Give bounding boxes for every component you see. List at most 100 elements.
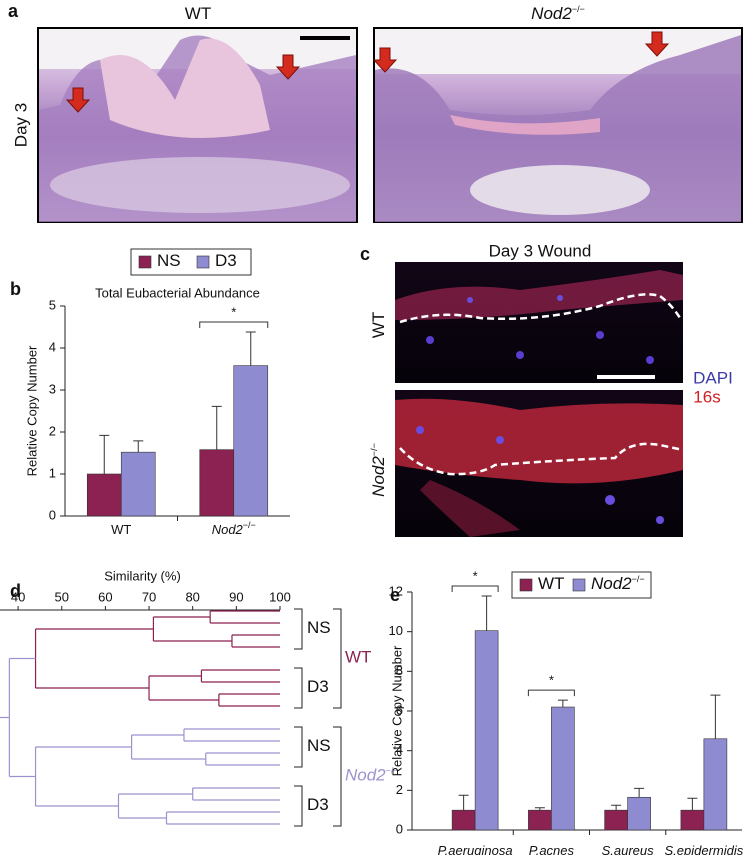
- histology-nod2: [372, 27, 743, 223]
- panel-label: c: [360, 244, 370, 264]
- significance-bracket: [199, 321, 269, 329]
- error-bar: [557, 699, 568, 708]
- legend-label: NS: [157, 251, 181, 270]
- bar: [551, 706, 575, 831]
- y-tick-label: 6: [396, 702, 403, 717]
- error-bar: [611, 804, 622, 811]
- group-label: WT: [345, 648, 371, 667]
- legend-box: [511, 571, 652, 599]
- x-tick-label: 100: [269, 589, 291, 604]
- error-bar: [245, 331, 256, 366]
- error-bar: [458, 794, 469, 811]
- panel-label: b: [10, 279, 21, 299]
- y-tick-label: 10: [389, 623, 403, 638]
- legend-label: WT: [538, 574, 564, 593]
- y-axis-label: Relative Copy Number: [389, 645, 404, 776]
- error-bar: [687, 797, 698, 811]
- legend-swatch: [572, 578, 586, 592]
- subgroup-label-text: D3: [307, 795, 329, 814]
- y-axis-label: Relative Copy Number: [24, 345, 39, 476]
- row-label: Nod2−/−: [369, 443, 388, 497]
- legend-label-text: D3: [215, 251, 237, 270]
- x-tick-label-text: S.epidermidis: [664, 843, 743, 855]
- x-axis-label: Similarity (%): [104, 568, 181, 583]
- x-tick-label: 70: [142, 589, 156, 604]
- y-tick-label: 1: [49, 465, 56, 480]
- y-tick-label: 0: [396, 821, 403, 836]
- bar: [474, 630, 499, 831]
- subgroup-label-text: D3: [307, 677, 329, 696]
- legend-label-sup: −/−: [632, 574, 645, 584]
- x-tick-label: S.epidermidis: [664, 843, 743, 855]
- x-tick-label: 80: [185, 589, 199, 604]
- row-label: WT: [369, 312, 388, 338]
- stain-label: 16s: [693, 387, 720, 406]
- error-bar: [133, 440, 144, 453]
- bar: [451, 809, 476, 831]
- group-label-text: Nod2: [345, 766, 386, 785]
- y-tick-label: 8: [396, 663, 403, 678]
- legend-label-text: Nod2: [591, 574, 632, 593]
- x-tick-label: P.aeruginosa: [438, 843, 513, 855]
- bar: [680, 809, 705, 831]
- bar: [120, 451, 156, 517]
- legend-swatch: [196, 255, 210, 269]
- legend-swatch: [138, 255, 152, 269]
- x-tick-label-text: P.acnes: [529, 843, 575, 855]
- row-label: Day 3: [11, 103, 30, 147]
- error-bar: [634, 787, 645, 798]
- significance-bracket: [451, 585, 499, 592]
- subgroup-bracket: [294, 726, 303, 768]
- y-tick-label: 4: [49, 339, 56, 354]
- error-bar: [534, 807, 545, 811]
- bar: [233, 365, 269, 517]
- subgroup-label-text: NS: [307, 618, 331, 637]
- error-bar: [99, 434, 110, 474]
- y-tick-label: 4: [396, 742, 403, 757]
- x-tick-label: WT: [111, 522, 131, 537]
- legend-label: Nod2−/−: [591, 574, 645, 593]
- error-bar: [481, 595, 492, 631]
- legend-label-text: NS: [157, 251, 181, 270]
- bar: [703, 738, 728, 831]
- legend-label-text: WT: [538, 574, 564, 593]
- fluorescence-wt: [395, 262, 683, 383]
- y-tick-label: 12: [389, 583, 403, 598]
- subgroup-label: NS: [307, 736, 331, 755]
- bar: [627, 796, 651, 831]
- bar: [528, 809, 552, 831]
- subgroup-label-text: NS: [307, 736, 331, 755]
- subgroup-bracket: [294, 785, 303, 827]
- subgroup-bracket: [294, 608, 303, 650]
- significance-label: *: [473, 568, 478, 583]
- group-label: Nod2−/−: [345, 766, 399, 785]
- subgroup-label: NS: [307, 618, 331, 637]
- x-tick-label: P.acnes: [529, 843, 575, 855]
- row-label-text: Nod2: [369, 456, 388, 497]
- fluorescence-nod2: [395, 390, 684, 537]
- x-tick-label: 40: [11, 589, 25, 604]
- x-tick-label: 90: [229, 589, 243, 604]
- subgroup-label: D3: [307, 677, 329, 696]
- column-label-text: Nod2: [531, 4, 572, 23]
- legend-swatch: [519, 578, 533, 592]
- group-bracket: [333, 608, 342, 709]
- chart-title: Total Eubacterial Abundance: [95, 285, 260, 300]
- x-tick-label: 60: [98, 589, 112, 604]
- panel-title: Day 3 Wound: [489, 241, 592, 260]
- x-tick-label: Nod2−/−: [212, 520, 256, 537]
- column-label-sup: −/−: [572, 4, 585, 14]
- y-tick-label: 5: [49, 297, 56, 312]
- y-tick-label: 3: [49, 381, 56, 396]
- group-label-text: WT: [345, 648, 371, 667]
- y-tick-label: 2: [49, 423, 56, 438]
- subgroup-label: D3: [307, 795, 329, 814]
- x-tick-label-text: S.aureus: [602, 843, 655, 855]
- bar: [199, 449, 235, 517]
- group-label-sup: −/−: [386, 766, 399, 776]
- column-label: Nod2−/−: [531, 4, 585, 23]
- significance-label: *: [549, 673, 554, 688]
- subgroup-bracket: [294, 667, 303, 709]
- x-tick-label-text: P.aeruginosa: [438, 843, 513, 855]
- row-label-sup: −/−: [369, 443, 379, 456]
